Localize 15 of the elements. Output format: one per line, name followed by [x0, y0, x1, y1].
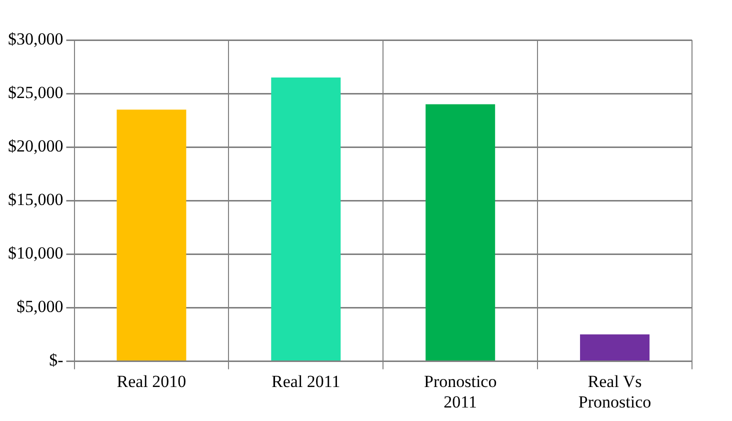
x-tick-label: Real 2011	[272, 372, 340, 391]
bar	[580, 334, 650, 360]
y-tick-label: $5,000	[16, 297, 64, 316]
bar	[426, 104, 496, 360]
y-tick-label: $30,000	[8, 29, 64, 48]
x-tick-label: Real Vs Pronostico	[578, 372, 652, 412]
x-tick-label: Real 2010	[116, 372, 186, 391]
y-tick-label: $25,000	[8, 83, 64, 102]
bar	[271, 77, 341, 360]
y-tick-label: $10,000	[8, 244, 64, 263]
y-tick-label: $15,000	[8, 190, 64, 210]
x-tick-label: Pronostico 2011	[424, 372, 497, 412]
y-tick-label: $20,000	[8, 136, 64, 156]
y-tick-label: $-	[49, 350, 64, 370]
bar	[116, 110, 186, 360]
